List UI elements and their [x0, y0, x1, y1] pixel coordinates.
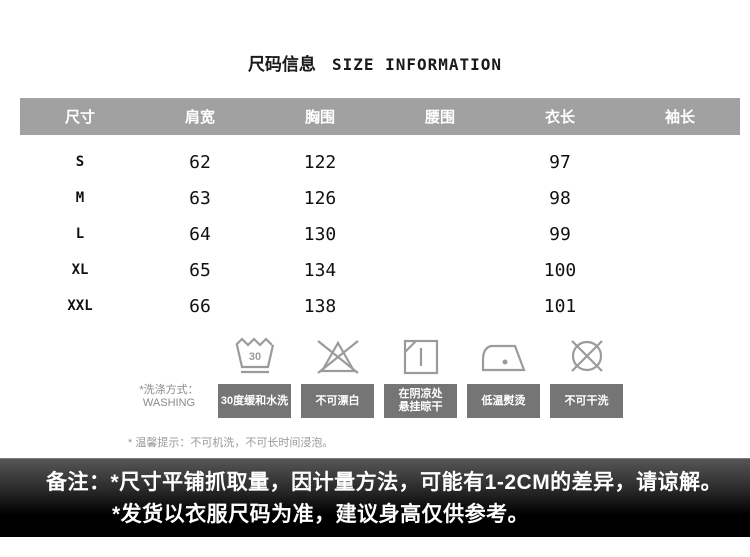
wash-instruction-4: 低温熨烫 [467, 336, 540, 418]
wash-instruction-2: 不可漂白 [301, 336, 374, 418]
washing-label-chinese: *洗涤方式： [139, 384, 199, 396]
svg-text:30: 30 [248, 351, 260, 363]
size-cell: XXL [67, 298, 93, 314]
table-row: XL 65 134 100 [20, 252, 740, 288]
value-cell: 63 [189, 187, 211, 209]
table-row: L 64 130 99 [20, 216, 740, 252]
value-cell: 62 [189, 151, 211, 173]
size-cell: L [75, 226, 85, 242]
wash-instruction-label: 低温熨烫 [467, 384, 540, 418]
value-cell: 126 [303, 187, 337, 209]
size-table-body: S 62 122 97 M 63 126 98 L 64 130 99 XL 6… [20, 135, 740, 324]
title-chinese: 尺码信息 [247, 55, 316, 74]
value-cell: 65 [189, 259, 211, 281]
value-cell: 64 [189, 223, 211, 245]
low-temp-iron-icon [467, 336, 540, 376]
value-cell: 99 [549, 223, 571, 245]
size-table: 尺寸 肩宽 胸围 腰围 衣长 袖长 S 62 122 97 M 63 126 9… [20, 98, 740, 324]
size-table-header-row: 尺寸 肩宽 胸围 腰围 衣长 袖长 [20, 98, 740, 135]
wash-instruction-5: 不可干洗 [550, 336, 623, 418]
column-header-length: 衣长 [544, 109, 575, 126]
value-cell: 101 [543, 295, 577, 317]
column-header-sleeve: 袖长 [664, 109, 695, 126]
size-cell: XL [71, 262, 89, 278]
no-dry-clean-icon [550, 336, 623, 376]
wash-instruction-label: 在阴凉处 悬挂晾干 [384, 384, 457, 418]
wash-instruction-label: 不可干洗 [550, 384, 623, 418]
wash-30-icon: 30 [218, 336, 291, 376]
value-cell: 66 [189, 295, 211, 317]
footer-note-line1: 备注：*尺寸平铺抓取量，因计量方法，可能有1-2CM的差异，请谅解。 [46, 471, 723, 494]
value-cell: 97 [549, 151, 571, 173]
no-bleach-icon [301, 336, 374, 376]
wash-instruction-label: 30度缓和水洗 [218, 384, 291, 418]
title-english: SIZE INFORMATION [331, 55, 503, 74]
value-cell: 130 [303, 223, 337, 245]
table-row: XXL 66 138 101 [20, 288, 740, 324]
shade-hang-dry-icon [384, 336, 457, 376]
value-cell: 100 [543, 259, 577, 281]
table-row: S 62 122 97 [20, 144, 740, 180]
value-cell: 98 [549, 187, 571, 209]
column-header-shoulder: 肩宽 [184, 109, 215, 126]
value-cell: 138 [303, 295, 337, 317]
column-header-size: 尺寸 [64, 109, 95, 126]
wash-instruction-label: 不可漂白 [301, 384, 374, 418]
warm-tip-text: * 温馨提示：不可机洗，不可长时间浸泡。 [128, 437, 334, 449]
column-header-bust: 胸围 [304, 109, 335, 126]
wash-instruction-3: 在阴凉处 悬挂晾干 [384, 336, 457, 418]
washing-label-english: WASHING [142, 397, 196, 409]
footer-note-banner: 备注：*尺寸平铺抓取量，因计量方法，可能有1-2CM的差异，请谅解。 *发货以衣… [0, 458, 750, 537]
value-cell: 134 [303, 259, 337, 281]
size-cell: M [75, 190, 85, 206]
washing-section-label: *洗涤方式： WASHING [128, 384, 210, 410]
footer-note-line2: *发货以衣服尺码为准，建议身高仅供参考。 [112, 503, 530, 526]
size-cell: S [75, 154, 85, 170]
wash-instruction-1: 30 30度缓和水洗 [218, 336, 291, 418]
table-row: M 63 126 98 [20, 180, 740, 216]
page-title: 尺码信息 SIZE INFORMATION [0, 50, 750, 75]
value-cell: 122 [303, 151, 337, 173]
column-header-waist: 腰围 [424, 109, 455, 126]
